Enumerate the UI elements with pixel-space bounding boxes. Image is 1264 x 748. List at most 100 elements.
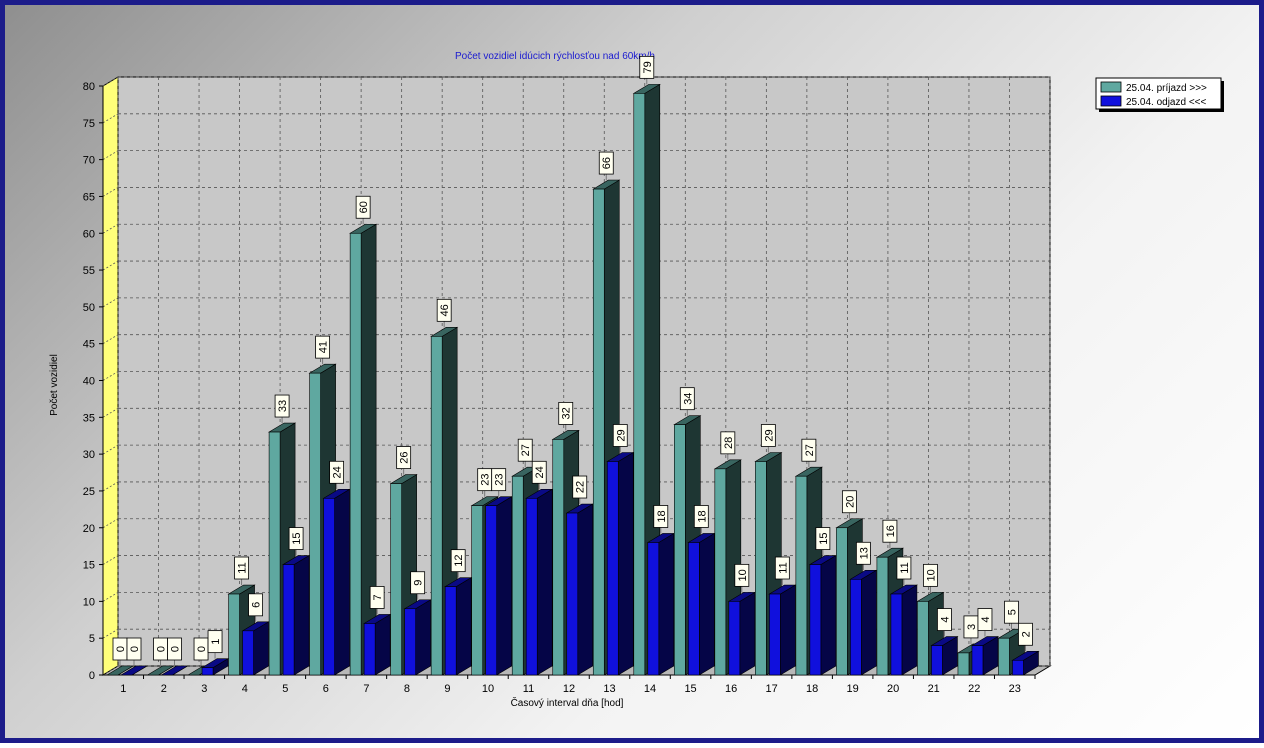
data-label: 29 <box>612 424 628 453</box>
data-label-box <box>517 438 533 462</box>
x-tick-label: 14 <box>644 683 656 695</box>
data-label-text: 12 <box>453 555 465 567</box>
legend-entry: 25.04. príjazd >>> <box>1126 83 1207 94</box>
data-label-box <box>315 335 331 359</box>
data-label-text: 29 <box>763 429 775 441</box>
chart-title: Počet vozidiel idúcich rýchlosťou nad 60… <box>455 51 655 62</box>
data-label-box <box>639 55 655 79</box>
bar-departures-front <box>566 512 579 676</box>
bar-arrivals <box>349 223 378 676</box>
bar-arrivals-front <box>228 593 240 676</box>
data-label-text: 4 <box>939 616 951 622</box>
legend: 25.04. príjazd >>> 25.04. odjazd <<< <box>1095 77 1224 112</box>
data-label: 15 <box>815 527 831 556</box>
bar-departures <box>160 665 189 676</box>
data-label-box <box>841 490 857 514</box>
bar-arrivals-front <box>674 424 686 676</box>
data-label: 24 <box>329 460 345 490</box>
data-label: 1 <box>207 630 223 659</box>
gridline-side <box>102 555 119 565</box>
gridline-side <box>102 407 119 418</box>
data-label-box <box>896 556 912 580</box>
x-tick-label: 16 <box>725 683 737 695</box>
data-label: 11 <box>896 556 912 586</box>
data-label: 27 <box>517 438 533 468</box>
data-label-text: 66 <box>601 157 613 169</box>
bar-departures-front <box>201 667 214 676</box>
bar-departures-side <box>334 488 350 676</box>
data-label: 11 <box>234 556 249 586</box>
data-label-box <box>207 630 223 654</box>
bar-departures <box>687 532 716 676</box>
bar-departures-side <box>861 569 877 676</box>
bar-arrivals-front <box>592 188 605 676</box>
data-label-box <box>1004 600 1019 624</box>
gridline-side <box>102 628 119 639</box>
data-label-text: 11 <box>777 562 789 573</box>
y-tick-label: 10 <box>83 596 95 608</box>
data-label-text: 15 <box>818 532 830 544</box>
y-tick-label: 50 <box>83 302 95 314</box>
x-tick-label: 21 <box>928 683 940 695</box>
data-label: 4 <box>937 608 952 637</box>
data-label: 41 <box>315 335 331 365</box>
bar-departures-side <box>901 584 918 676</box>
bar-arrivals-front <box>511 475 524 676</box>
x-tick-label: 15 <box>684 683 696 695</box>
data-label-text: 28 <box>723 437 735 449</box>
gridline-side <box>102 518 119 529</box>
legend-swatch <box>1100 81 1122 93</box>
data-label-box <box>126 637 142 661</box>
bar-departures <box>525 488 554 676</box>
bar-arrivals <box>105 665 135 676</box>
data-label-text: 11 <box>237 562 249 573</box>
bar-departures-side <box>699 532 715 676</box>
bar-arrivals-front <box>998 637 1010 676</box>
bar-departures-front <box>242 630 254 676</box>
bar-departures-front <box>769 593 781 676</box>
data-label-box <box>882 519 898 543</box>
y-tick-label: 35 <box>83 412 95 424</box>
x-tick-label: 17 <box>765 683 777 695</box>
data-label-text: 13 <box>858 547 870 559</box>
data-label-text: 27 <box>520 444 532 456</box>
bar-departures <box>565 503 594 676</box>
bar-departures <box>1011 650 1040 676</box>
bar-arrivals-front <box>471 505 483 676</box>
gridline-side <box>102 260 119 271</box>
data-label-text: 79 <box>642 61 654 73</box>
data-label-box <box>734 563 750 587</box>
x-tick-label: 3 <box>201 683 207 695</box>
bar-departures-side <box>577 503 594 676</box>
y-tick-label: 60 <box>83 228 95 240</box>
bar-departures <box>241 621 270 676</box>
data-label-text: 46 <box>439 304 451 316</box>
y-tick-label: 0 <box>89 670 95 682</box>
data-label-text: 23 <box>480 474 492 486</box>
data-label-box <box>720 431 736 455</box>
gridline-side <box>102 444 119 455</box>
bar-departures <box>768 584 797 676</box>
bar-departures-front <box>363 623 376 676</box>
y-tick-label: 5 <box>89 633 95 645</box>
gridline-side <box>102 297 119 308</box>
gridline-side <box>102 481 119 492</box>
bar-departures <box>727 591 756 676</box>
bar-departures-front <box>1012 659 1024 676</box>
x-tick-label: 1 <box>120 683 126 695</box>
data-label-text: 33 <box>277 400 289 412</box>
gridline-side <box>102 592 119 602</box>
data-label-box <box>572 475 588 499</box>
data-label: 23 <box>477 468 493 497</box>
data-label: 18 <box>653 505 669 534</box>
bar-arrivals-front <box>633 93 646 676</box>
bar-arrivals-front <box>836 527 848 676</box>
data-label: 15 <box>288 527 304 556</box>
bar-departures-side <box>739 591 756 676</box>
bar-departures <box>282 555 311 676</box>
bar-departures <box>322 488 351 676</box>
x-tick-label: 10 <box>482 683 494 695</box>
data-label-box <box>248 593 263 617</box>
